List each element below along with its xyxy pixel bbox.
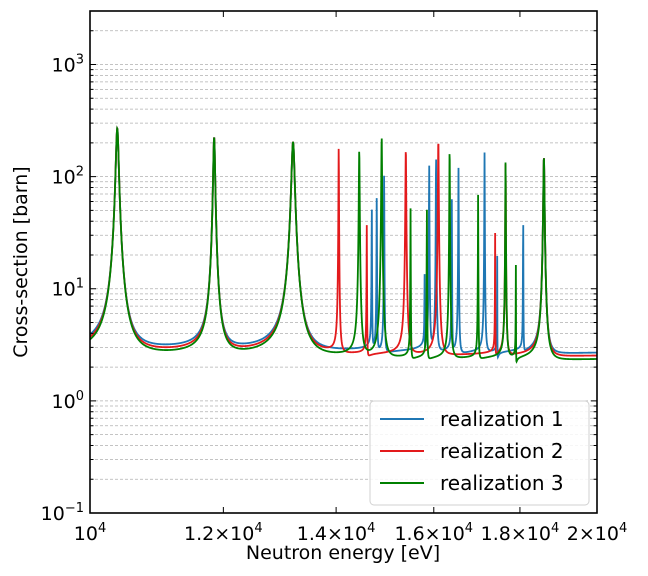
legend: realization 1 realization 2 realization 3 (369, 400, 590, 506)
plot-frame (89, 10, 598, 514)
x-axis-title: Neutron energy [eV] (246, 542, 440, 564)
legend-label-1: realization 1 (440, 407, 564, 431)
y-tick-label: 101 (52, 277, 84, 301)
series-layer (90, 125, 597, 364)
series-line-3 (90, 125, 597, 364)
legend-label-2: realization 2 (440, 439, 564, 463)
x-tick-label: 1.6×104 (394, 521, 473, 545)
legend-label-3: realization 3 (440, 471, 564, 495)
tick-labels: 104 1.2×104 1.4×104 1.6×104 1.8×104 2×104 10−1… (41, 52, 628, 545)
x-tick-label: 1.4×104 (297, 521, 376, 545)
y-tick-label: 102 (52, 165, 84, 189)
y-tick-label: 10−1 (41, 501, 84, 525)
x-tick-label: 1.2×104 (184, 521, 263, 545)
y-axis-title: Cross-section [barn] (10, 166, 32, 357)
legend-box (369, 400, 590, 506)
x-tick-label: 104 (74, 521, 106, 545)
y-tick-label: 103 (52, 52, 84, 76)
y-tick-label: 100 (52, 389, 84, 413)
x-tick-label: 1.8×104 (481, 521, 560, 545)
x-tick-label: 2×104 (567, 521, 627, 545)
series-line-2 (90, 125, 597, 357)
